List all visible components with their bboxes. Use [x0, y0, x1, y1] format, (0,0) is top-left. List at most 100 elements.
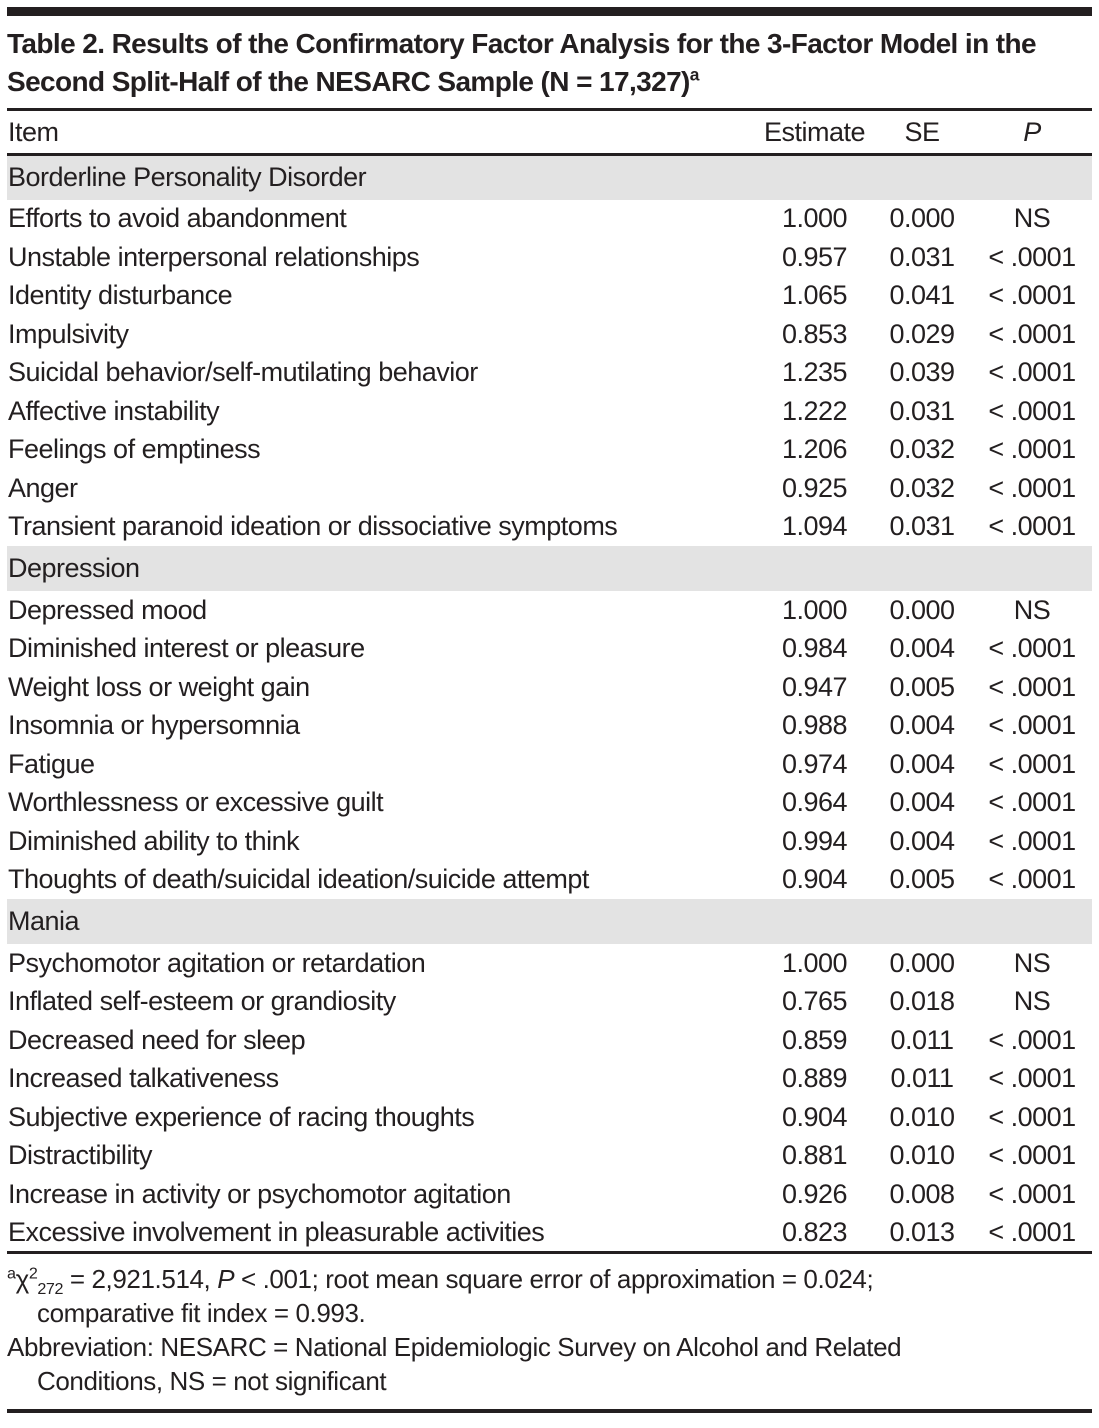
table-row: Distractibility 0.881 0.010 < .0001	[7, 1137, 1092, 1176]
table-row: Affective instability 1.222 0.031 < .0001	[7, 392, 1092, 431]
cell-item: Diminished ability to think	[8, 825, 300, 856]
cell-item: Inflated self-esteem or grandiosity	[8, 986, 396, 1017]
cell-se: 0.004	[889, 748, 955, 779]
cell-se: 0.000	[889, 203, 955, 234]
cell-item: Impulsivity	[8, 318, 129, 349]
cell-se: 0.005	[889, 671, 955, 702]
cell-se: 0.004	[889, 787, 955, 818]
cell-p: < .0001	[988, 1101, 1076, 1132]
cell-p: < .0001	[988, 787, 1076, 818]
cell-estimate: 0.853	[781, 318, 848, 349]
cell-p: < .0001	[988, 1140, 1076, 1171]
cell-estimate: 1.235	[781, 357, 848, 388]
cell-se: 0.032	[889, 434, 955, 465]
cell-p: < .0001	[988, 472, 1076, 503]
cell-se: 0.018	[889, 986, 955, 1017]
section-title: Mania	[8, 906, 80, 936]
table-row: Efforts to avoid abandonment 1.000 0.000 NS	[7, 200, 1092, 239]
cell-p: < .0001	[988, 671, 1076, 702]
abbreviation-footnote: Abbreviation: NESARC = National Epidemio…	[7, 1330, 1092, 1398]
cell-p: < .0001	[988, 241, 1076, 272]
cell-p: NS	[1013, 203, 1051, 234]
rmsea-text: < .001; root mean square error of approx…	[234, 1263, 874, 1294]
cell-p: NS	[1013, 594, 1051, 625]
cell-se: 0.039	[889, 357, 955, 388]
cell-p: < .0001	[988, 825, 1076, 856]
table-row: Fatigue 0.974 0.004 < .0001	[7, 745, 1092, 784]
cell-se: 0.004	[889, 710, 955, 741]
cell-estimate: 1.000	[781, 947, 848, 978]
cell-estimate: 0.947	[781, 671, 848, 702]
table-row: Decreased need for sleep 0.859 0.011 < .000…	[7, 1021, 1092, 1060]
cell-se: 0.005	[889, 864, 955, 895]
table-row: Transient paranoid ideation or dissociat…	[7, 508, 1092, 547]
cell-estimate: 1.000	[781, 594, 848, 625]
cell-item: Affective instability	[8, 395, 220, 426]
table-row: Worthlessness or excessive guilt 0.964 0.0…	[7, 784, 1092, 823]
cell-estimate: 1.000	[781, 203, 848, 234]
cell-item: Depressed mood	[8, 594, 207, 625]
cell-item: Decreased need for sleep	[8, 1024, 306, 1055]
title-footnote-marker: a	[689, 64, 700, 85]
cell-estimate: 0.904	[781, 1101, 848, 1132]
p-symbol: P	[217, 1263, 235, 1294]
section-title: Borderline Personality Disorder	[8, 162, 367, 193]
cell-estimate: 0.823	[781, 1216, 848, 1247]
cell-estimate: 0.765	[781, 986, 848, 1017]
section-title: Depression	[8, 553, 140, 583]
table-row: Suicidal behavior/self-mutilating behavi…	[7, 354, 1092, 393]
table-row: Depressed mood 1.000 0.000 NS	[7, 591, 1092, 630]
cell-se: 0.031	[889, 395, 955, 426]
table-row: Increased talkativeness 0.889 0.011 < .0001	[7, 1060, 1092, 1099]
cell-p: < .0001	[988, 1178, 1076, 1209]
column-header-estimate: Estimate	[763, 116, 866, 147]
cell-se: 0.000	[889, 947, 955, 978]
top-rule	[7, 7, 1092, 16]
cell-se: 0.011	[890, 1024, 954, 1055]
cell-item: Thoughts of death/suicidal ideation/suic…	[8, 864, 589, 895]
cell-p: < .0001	[988, 434, 1076, 465]
cell-p: < .0001	[988, 748, 1076, 779]
column-header-item: Item	[8, 116, 59, 147]
cell-p: < .0001	[988, 357, 1076, 388]
cell-se: 0.031	[889, 241, 955, 272]
table-row: Excessive involvement in pleasurable act…	[7, 1214, 1092, 1253]
table-footnotes: aχ2272 = 2,921.514, P < .001; root mean …	[7, 1262, 1092, 1398]
page: Table 2. Results of the Confirmatory Fac…	[0, 7, 1099, 1413]
cell-estimate: 0.994	[781, 825, 848, 856]
cell-estimate: 0.926	[781, 1178, 848, 1209]
cell-item: Distractibility	[8, 1140, 153, 1171]
cell-item: Suicidal behavior/self-mutilating behavi…	[8, 357, 478, 388]
abbreviation-line1: Abbreviation: NESARC = National Epidemio…	[7, 1331, 902, 1362]
fit-statistics-footnote: aχ2272 = 2,921.514, P < .001; root mean …	[7, 1262, 1092, 1330]
chi-df-subscript: 272	[37, 1279, 64, 1298]
bottom-rule	[7, 1408, 1092, 1413]
cell-p: < .0001	[988, 318, 1076, 349]
cell-se: 0.013	[889, 1216, 955, 1247]
cell-item: Efforts to avoid abandonment	[8, 203, 347, 234]
table-title: Table 2. Results of the Confirmatory Fac…	[7, 25, 1092, 101]
cell-item: Identity disturbance	[8, 280, 233, 311]
cell-item: Excessive involvement in pleasurable act…	[8, 1216, 545, 1247]
cfi-text: comparative fit index = 0.993.	[37, 1297, 366, 1328]
cell-se: 0.041	[889, 280, 955, 311]
cell-p: < .0001	[988, 864, 1076, 895]
cell-item: Insomnia or hypersomnia	[8, 710, 300, 741]
cell-se: 0.000	[889, 594, 955, 625]
cell-se: 0.010	[889, 1101, 955, 1132]
abbreviation-line2: Conditions, NS = not significant	[37, 1365, 387, 1396]
table-row: Thoughts of death/suicidal ideation/suic…	[7, 861, 1092, 900]
cell-item: Weight loss or weight gain	[8, 671, 310, 702]
table-row: Diminished ability to think 0.994 0.004 < .…	[7, 822, 1092, 861]
cell-p: NS	[1013, 947, 1051, 978]
cell-p: NS	[1013, 986, 1051, 1017]
section-header-row: Borderline Personality Disorder	[7, 154, 1092, 200]
cell-item: Increased talkativeness	[8, 1063, 279, 1094]
cell-item: Unstable interpersonal relationships	[8, 241, 420, 272]
table-title-text: Table 2. Results of the Confirmatory Fac…	[7, 28, 1037, 97]
table-row: Inflated self-esteem or grandiosity 0.765…	[7, 983, 1092, 1022]
cfa-results-table: Item Estimate SE P Borderline Personalit…	[7, 108, 1092, 1254]
cell-item: Anger	[8, 472, 78, 503]
table-row: Anger 0.925 0.032 < .0001	[7, 469, 1092, 508]
table-row: Unstable interpersonal relationships 0.95…	[7, 238, 1092, 277]
